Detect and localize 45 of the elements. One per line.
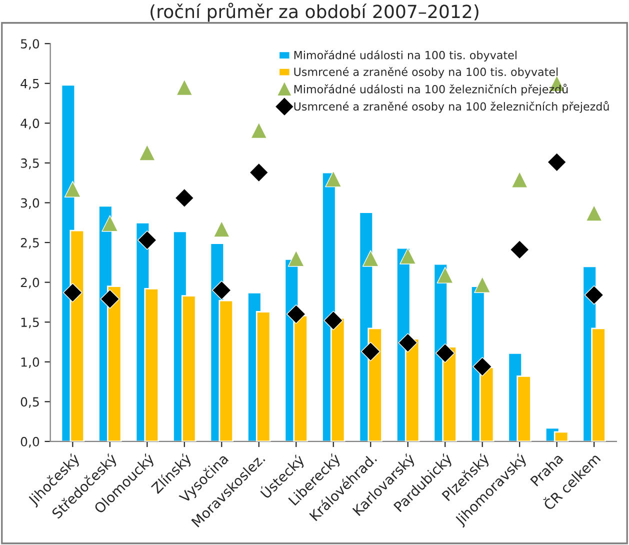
- y-tick-label: 0,5: [20, 397, 39, 408]
- legend-label: Mimořádné události na 100 železničních přejezdů: [294, 84, 568, 96]
- legend-label: Usmrcené a zraněné osoby na 100 železničních přejezdů: [294, 101, 609, 113]
- point: [63, 282, 82, 302]
- y-tick-label: 5,0: [20, 39, 40, 50]
- point: [547, 152, 566, 172]
- point: [474, 276, 491, 293]
- point: [137, 230, 157, 250]
- legend-label: Usmrcené a zraněné osoby na 100 tis. obyvatel: [294, 67, 558, 78]
- point: [435, 343, 455, 363]
- y-tick-label: 1,0: [21, 357, 40, 368]
- legend-label: Mimořádné události na 100 tis. obyvatel: [294, 50, 516, 62]
- point: [250, 122, 268, 139]
- point: [138, 144, 156, 161]
- point: [360, 342, 380, 362]
- y-tick-label: 2,5: [20, 238, 39, 249]
- y-tick-label: 1,5: [21, 318, 39, 328]
- point: [174, 188, 194, 208]
- point: [586, 204, 602, 222]
- point: [362, 250, 379, 267]
- point: [212, 280, 232, 300]
- point: [249, 162, 269, 182]
- point: [102, 215, 118, 232]
- y-tick-label: 2,0: [20, 278, 40, 289]
- y-tick-label: 4,0: [20, 118, 40, 130]
- point: [511, 171, 528, 188]
- point: [398, 333, 418, 352]
- point: [400, 248, 416, 264]
- y-tick-label: 0,0: [20, 436, 40, 448]
- chart-title: (roční průměr za období 2007–2012): [150, 2, 478, 22]
- point: [213, 220, 230, 238]
- point: [510, 240, 530, 260]
- point: [324, 310, 344, 330]
- y-tick-label: 4,5: [20, 79, 39, 90]
- point: [64, 180, 81, 198]
- point: [472, 356, 492, 376]
- point: [325, 170, 342, 188]
- point: [286, 304, 306, 324]
- point: [100, 289, 120, 309]
- y-tick-label: 3,0: [20, 198, 40, 209]
- y-tick-label: 3,5: [20, 158, 39, 170]
- point: [176, 79, 193, 96]
- point: [584, 285, 604, 305]
- point: [436, 266, 454, 284]
- point: [288, 250, 304, 267]
